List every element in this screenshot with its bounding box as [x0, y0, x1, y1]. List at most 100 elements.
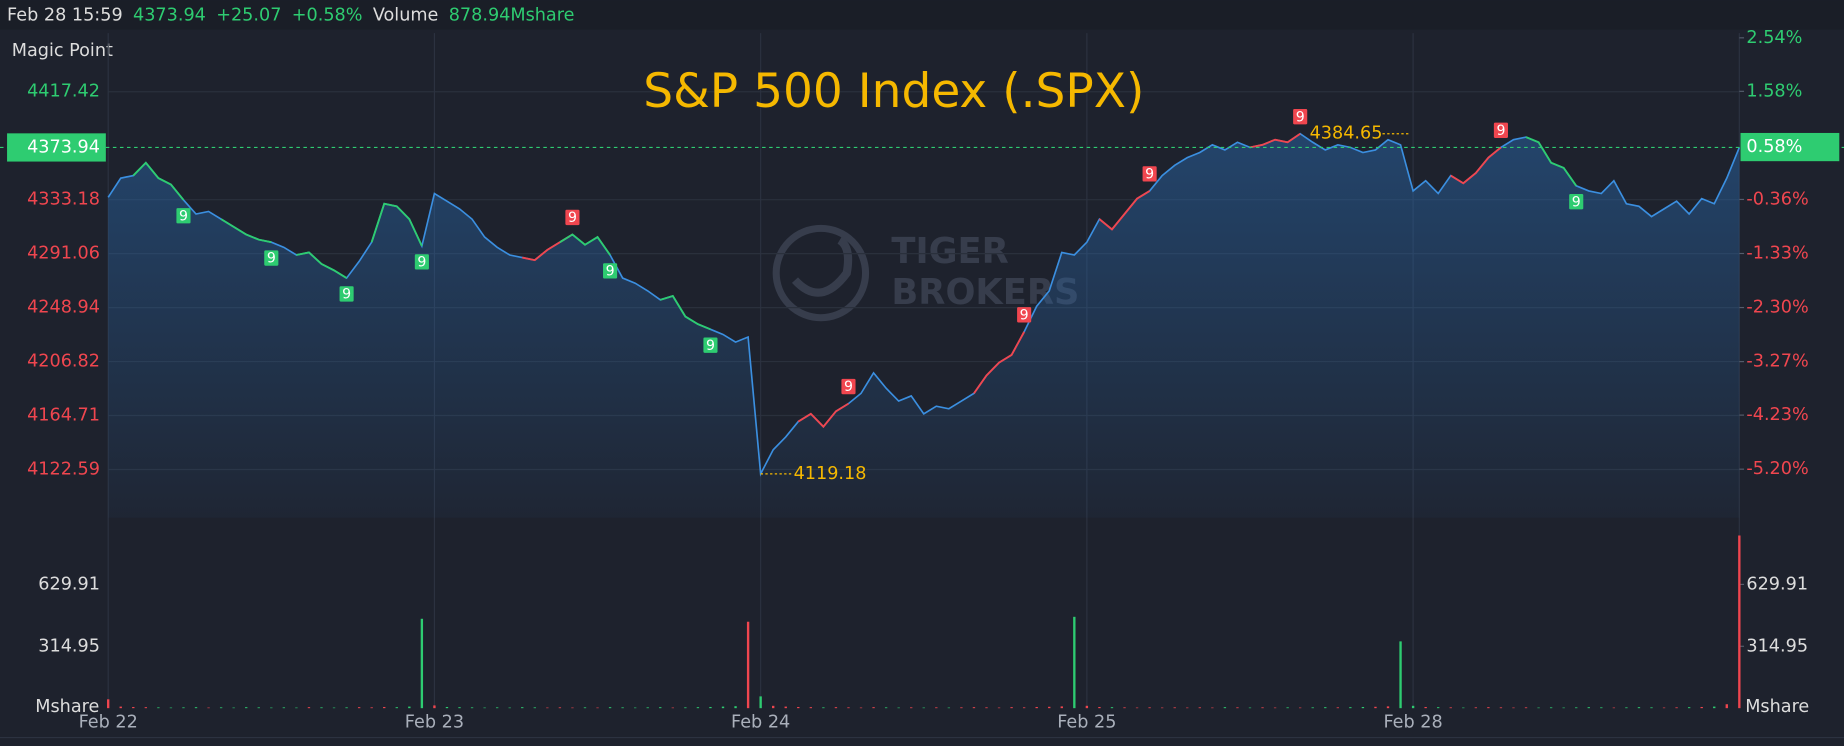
- volume-bar: [1549, 707, 1553, 709]
- volume-bar: [1386, 706, 1390, 709]
- x-tick-label: Feb 24: [731, 712, 790, 732]
- low-label: 4119.18: [794, 464, 867, 484]
- volume-bar: [972, 707, 976, 709]
- volume-bar: [1713, 706, 1716, 709]
- signal-segment: [132, 161, 185, 201]
- signal-badge: [565, 209, 580, 226]
- volume-bar: [495, 707, 499, 709]
- y-tick-label: 4122.59: [27, 459, 100, 479]
- volume-bar: [169, 707, 173, 709]
- signal-badge: [1142, 166, 1157, 182]
- volume-bar: [1361, 706, 1365, 709]
- volume-bar: [107, 699, 110, 709]
- signal-segment: [973, 331, 1025, 394]
- volume-bar: [922, 707, 925, 709]
- volume-bar: [433, 705, 436, 709]
- volume-bar: [1123, 707, 1126, 709]
- volume-bar: [1562, 707, 1565, 709]
- volume-bar: [1600, 707, 1603, 709]
- signal-label: 9: [1145, 166, 1154, 182]
- volume-bar: [1487, 707, 1490, 709]
- volume-bar: [232, 707, 235, 709]
- volume-bar: [1537, 707, 1540, 709]
- signal-label: 9: [706, 338, 715, 354]
- volume-bar: [546, 707, 549, 709]
- volume-bar: [746, 621, 750, 709]
- signal-label: 9: [844, 379, 853, 395]
- volume-bar: [270, 707, 273, 709]
- y-tick-label: 4333.18: [27, 190, 100, 210]
- header: Feb 28 15:59 4373.94 +25.07 +0.58% Volum…: [7, 5, 574, 25]
- volume-bar: [1374, 706, 1377, 709]
- signal-badge: [1017, 307, 1032, 323]
- volume-bar: [1173, 707, 1176, 709]
- volume-bar: [797, 706, 800, 709]
- volume-bar: [1738, 535, 1741, 709]
- y2-tick-label: 2.54%: [1746, 28, 1802, 48]
- volume-bar: [1587, 707, 1590, 709]
- header-change: +25.07: [216, 5, 281, 25]
- y-tick-label: 4291.06: [27, 244, 100, 264]
- signal-label: 9: [568, 210, 577, 226]
- y2-tick-label: 1.58%: [1746, 81, 1802, 101]
- volume-bar: [571, 707, 574, 709]
- volume-bar: [872, 707, 875, 709]
- volume-bar: [521, 707, 524, 709]
- signal-segment: [1249, 132, 1301, 149]
- volume-bar: [621, 707, 624, 709]
- volume-bar: [784, 706, 787, 709]
- volume-tick-label: 629.91: [1746, 574, 1808, 594]
- volume-bar: [1687, 707, 1691, 709]
- signal-badge: [264, 250, 279, 266]
- volume-bar: [282, 707, 286, 709]
- volume-bar: [1324, 707, 1327, 709]
- volume-bar: [420, 618, 424, 709]
- price-area: [108, 133, 1740, 518]
- volume-bar: [1399, 641, 1402, 709]
- signal-segment: [1098, 190, 1151, 231]
- volume-bar: [646, 707, 649, 709]
- volume-bar: [1135, 707, 1139, 709]
- volume-bar: [1650, 707, 1653, 709]
- y-tick-label: 4417.42: [27, 82, 100, 102]
- y2-tick-label: -4.23%: [1746, 405, 1808, 425]
- signal-badge: [339, 286, 354, 302]
- volume-bar: [483, 707, 486, 709]
- signal-badge: [603, 263, 618, 279]
- signal-badge: [1293, 109, 1308, 125]
- high-label: 4384.65: [1310, 124, 1383, 144]
- volume-bar: [935, 707, 938, 709]
- volume-bar: [320, 707, 323, 709]
- volume-unit: Mshare: [35, 697, 99, 717]
- y2-tick-label: -5.20%: [1746, 459, 1808, 479]
- volume-bar: [1273, 707, 1277, 709]
- volume-bar: [1462, 707, 1465, 709]
- header-change-pct: +0.58%: [292, 5, 363, 25]
- volume-bar: [295, 707, 298, 709]
- volume-bar: [1286, 707, 1289, 709]
- volume-bar: [847, 707, 850, 709]
- signal-badge: [414, 254, 429, 270]
- volume-bar: [1512, 707, 1515, 709]
- last-pct-label: 0.58%: [1746, 137, 1802, 157]
- volume-bar: [997, 707, 1001, 709]
- volume-tick-label: 314.95: [38, 636, 100, 656]
- volume-bar: [219, 707, 223, 709]
- plot: 4417.42 4333.18 4291.06 4248.94 4206.82 4164.…: [0, 28, 1844, 732]
- volume-bar: [1612, 707, 1616, 709]
- watermark-logo-mark: [791, 236, 853, 297]
- volume-bar: [1198, 707, 1201, 709]
- volume-bar: [1524, 707, 1528, 709]
- volume-bar: [1625, 707, 1628, 709]
- indicator-label: Magic Point: [12, 41, 113, 61]
- volume-bar: [357, 707, 361, 709]
- last-price-label: 4373.94: [27, 137, 100, 157]
- volume-bar: [671, 707, 674, 709]
- volume-bar: [1110, 707, 1114, 709]
- volume-bar: [721, 706, 725, 709]
- signal-label: 9: [179, 208, 188, 224]
- signal-badge: [703, 337, 718, 353]
- last-price-box: [7, 133, 106, 162]
- volume-bar: [1437, 707, 1440, 709]
